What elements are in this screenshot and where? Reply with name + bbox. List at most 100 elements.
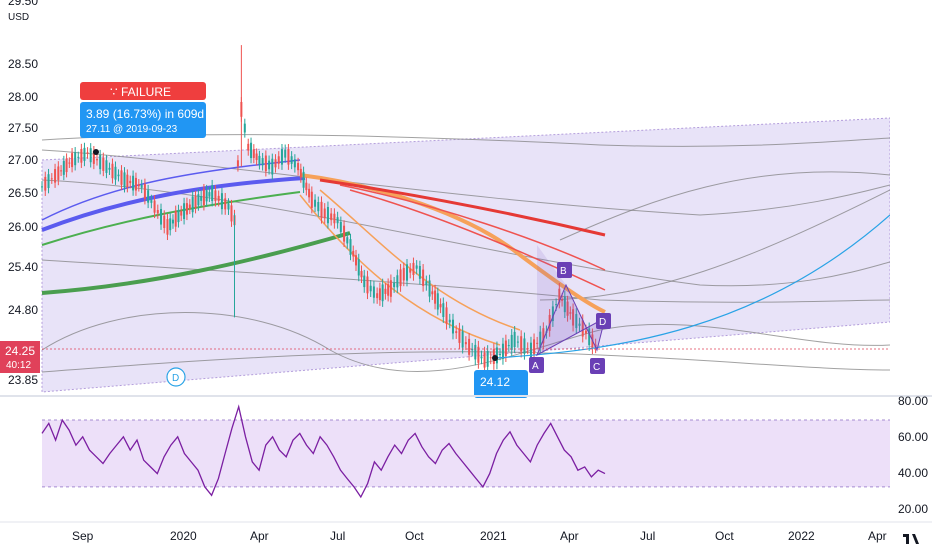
candle-body [120, 170, 123, 185]
candle-body [326, 206, 329, 224]
candle-body [339, 221, 342, 232]
candle-body [480, 356, 483, 359]
main-pane [41, 45, 890, 393]
candle-body [268, 160, 271, 170]
cycle-line [41, 312, 890, 372]
failure-badge: ∵ FAILURE [80, 82, 206, 100]
oscillator-tick: 80.00 [898, 394, 928, 408]
candle-body [533, 339, 536, 355]
candle-body [399, 269, 402, 287]
candle-body [156, 210, 159, 214]
candle-body [483, 352, 486, 368]
measure-text: 3.89 (16.73%) in 609d [86, 107, 204, 121]
oscillator-band [42, 420, 890, 487]
price-tick: 23.85 [8, 373, 38, 387]
candle-body [360, 271, 363, 278]
candle-body [95, 159, 98, 161]
candle-body [425, 281, 428, 285]
time-tick: Apr [560, 529, 579, 543]
time-tick: Oct [715, 529, 734, 543]
candle-body [439, 304, 442, 308]
candle-body [205, 190, 208, 202]
candle-body [513, 331, 516, 348]
candle-body [129, 180, 132, 184]
candle-body [389, 280, 392, 297]
candle-body [436, 293, 439, 310]
candle-body [336, 217, 339, 224]
candle-body [126, 174, 129, 188]
currency-label: USD [8, 12, 29, 23]
candle-body [169, 218, 172, 231]
candle-body [468, 338, 471, 355]
candle-body [378, 288, 381, 301]
candle-body [523, 338, 526, 354]
regression-channel [41, 117, 890, 393]
candle-body [191, 196, 194, 213]
measure-subtext: 27.11 @ 2019-09-23 [86, 124, 178, 135]
time-tick: Apr [868, 529, 887, 543]
time-tick: 2021 [480, 529, 507, 543]
candle-body [510, 334, 513, 350]
candle-body [60, 170, 63, 172]
candle-body [539, 331, 542, 348]
ma-red-thick [319, 178, 606, 237]
candle-body [409, 268, 412, 273]
pattern-label-d-bg [596, 313, 611, 329]
marker-d-ring [166, 367, 186, 387]
price-tick: 26.50 [8, 186, 38, 200]
price-tick: 25.40 [8, 260, 38, 274]
candle-body [243, 123, 246, 133]
pattern-label-a-bg [529, 357, 544, 373]
candle-body [431, 291, 434, 295]
candle-body [310, 191, 313, 208]
time-tick: Apr [250, 529, 269, 543]
candle-body [584, 330, 587, 334]
candle-body [57, 166, 60, 180]
candle-body [393, 282, 396, 288]
candle-body [50, 178, 53, 180]
oscillator-axis: 80.00 60.00 40.00 20.00 [898, 394, 928, 516]
low-point-marker [492, 355, 498, 361]
candle-body [563, 296, 566, 313]
candle-body [333, 213, 336, 224]
current-price-value: 24.25 [5, 344, 35, 358]
candle-body [445, 307, 448, 324]
measure-callout-bg [80, 102, 206, 138]
ma-red-2 [349, 189, 606, 291]
candle-body [442, 303, 445, 317]
time-tick: Sep [72, 529, 94, 543]
candle-body [208, 192, 211, 197]
candle-body [147, 190, 150, 203]
pattern-label-a: A [532, 361, 539, 372]
candle-body [387, 284, 390, 296]
candle-body [495, 347, 498, 364]
time-tick: Jul [640, 529, 655, 543]
candle-body [284, 149, 287, 158]
candle-body [451, 319, 454, 334]
cycle-line [41, 149, 890, 216]
ma-orange [319, 189, 521, 331]
time-tick: 2022 [788, 529, 815, 543]
price-tick: 27.00 [8, 153, 38, 167]
candle-body [214, 190, 217, 202]
candle-body [47, 174, 50, 189]
candle-body [287, 149, 290, 165]
candle-body [277, 156, 280, 164]
candle-body [561, 299, 564, 301]
candle-body [160, 209, 163, 225]
cycle-line [41, 259, 890, 303]
ma-green-thick [41, 231, 351, 295]
ma-green [41, 191, 301, 246]
failure-badge-text: ∵ FAILURE [110, 85, 171, 99]
candle-body [418, 266, 421, 279]
candle-body [346, 237, 349, 244]
candle-body [489, 357, 492, 359]
marker-d-circle[interactable]: D [166, 367, 186, 387]
candle-body [406, 264, 409, 281]
candle-body [464, 342, 467, 345]
candle-body [180, 211, 183, 216]
candle-body [143, 183, 146, 199]
pattern-label-d: D [599, 317, 606, 328]
oscillator-tick: 60.00 [898, 430, 928, 444]
time-axis: Sep 2020 Apr Jul Oct 2021 Apr Jul Oct 20… [72, 529, 887, 543]
